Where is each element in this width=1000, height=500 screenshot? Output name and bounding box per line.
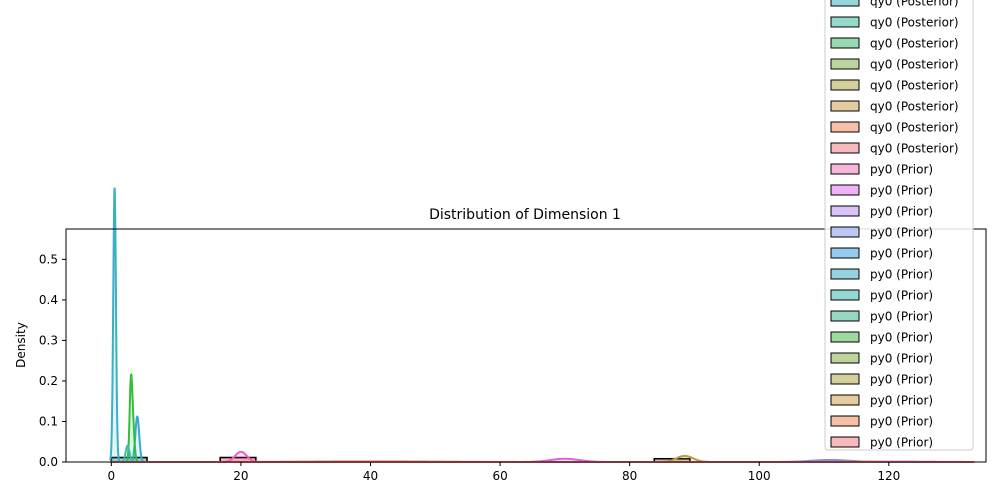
legend-swatch [830, 226, 860, 238]
legend-label: py0 (Prior) [870, 331, 933, 345]
legend-label: py0 (Prior) [870, 205, 933, 219]
legend-swatch [830, 352, 860, 364]
legend-swatch [830, 394, 860, 406]
legend-label: py0 (Prior) [870, 163, 933, 177]
legend-label: py0 (Prior) [870, 373, 933, 387]
legend-label: py0 (Prior) [870, 247, 933, 261]
legend-swatch [830, 121, 860, 133]
x-tick-label: 80 [622, 469, 637, 483]
legend-label: qy0 (Posterior) [870, 58, 959, 72]
legend-label: qy0 (Posterior) [870, 0, 959, 9]
legend-swatch [830, 142, 860, 154]
legend-swatch [830, 58, 860, 70]
legend-label: py0 (Prior) [870, 436, 933, 450]
legend-swatch [830, 163, 860, 175]
x-tick-label: 120 [877, 469, 900, 483]
legend-label: py0 (Prior) [870, 394, 933, 408]
legend-swatch [830, 205, 860, 217]
legend: qy0 (Posterior) qy0 (Posterior) qy0 (Poste… [824, 0, 974, 451]
legend-swatch [830, 415, 860, 427]
x-tick-label: 0 [108, 469, 116, 483]
x-tick-label: 40 [363, 469, 378, 483]
legend-label: qy0 (Posterior) [870, 79, 959, 93]
y-tick-label: 0.3 [39, 333, 58, 347]
y-axis-label: Density [14, 322, 28, 368]
x-tick-label: 60 [492, 469, 507, 483]
legend-swatch [830, 100, 860, 112]
legend-swatch [830, 247, 860, 259]
y-tick-label: 0.4 [39, 293, 58, 307]
legend-swatch [830, 331, 860, 343]
x-tick-label: 20 [233, 469, 248, 483]
x-tick-label: 100 [748, 469, 771, 483]
legend-swatch [830, 37, 860, 49]
legend-label: qy0 (Posterior) [870, 100, 959, 114]
y-tick-label: 0.2 [39, 374, 58, 388]
chart-title: Distribution of Dimension 1 [429, 207, 621, 223]
legend-swatch [830, 289, 860, 301]
legend-swatch [830, 0, 860, 7]
legend-swatch [830, 310, 860, 322]
legend-label: qy0 (Posterior) [870, 37, 959, 51]
legend-label: py0 (Prior) [870, 268, 933, 282]
y-tick-label: 0.1 [39, 414, 58, 428]
legend-label: py0 (Prior) [870, 226, 933, 240]
legend-swatch [830, 436, 860, 448]
y-tick-label: 0.5 [39, 252, 58, 266]
legend-label: qy0 (Posterior) [870, 121, 959, 135]
legend-label: py0 (Prior) [870, 184, 933, 198]
legend-label: py0 (Prior) [870, 352, 933, 366]
legend-swatch [830, 79, 860, 91]
legend-box [824, 0, 974, 451]
axes-frame [65, 228, 987, 463]
legend-swatch [830, 184, 860, 196]
legend-swatch [830, 16, 860, 28]
legend-label: qy0 (Posterior) [870, 16, 959, 30]
legend-label: qy0 (Posterior) [870, 142, 959, 156]
y-tick-label: 0.0 [39, 455, 58, 469]
legend-swatch [830, 373, 860, 385]
legend-label: py0 (Prior) [870, 310, 933, 324]
legend-swatch [830, 268, 860, 280]
legend-label: py0 (Prior) [870, 289, 933, 303]
plot-area: 0 20 40 60 80 100 120 0.0 0.1 0.2 0.3 0.4 0.5 [39, 187, 987, 483]
legend-label: py0 (Prior) [870, 415, 933, 429]
